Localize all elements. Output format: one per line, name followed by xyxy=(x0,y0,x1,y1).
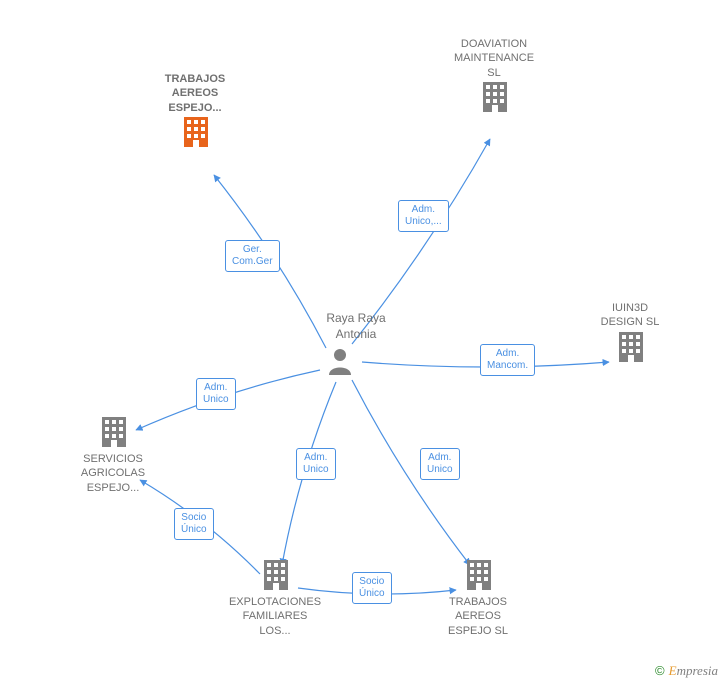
watermark-rest: mpresia xyxy=(677,663,718,678)
node-label: IUIN3D DESIGN SL xyxy=(570,301,690,330)
edge-label: Adm. Unico xyxy=(196,378,236,410)
building-icon xyxy=(100,415,126,447)
building-icon xyxy=(465,558,491,590)
node-trabajos_bottom: TRABAJOS AEREOS ESPEJO SL xyxy=(418,558,538,638)
watermark: © Empresia xyxy=(655,663,718,679)
person-icon xyxy=(327,347,353,380)
edge-label: Adm. Unico xyxy=(420,448,460,480)
node-servicios: SERVICIOS AGRICOLAS ESPEJO... xyxy=(53,415,173,495)
node-label: DOAVIATION MAINTENANCE SL xyxy=(434,37,554,80)
building-icon xyxy=(262,558,288,590)
node-trabajos_top: TRABAJOS AEREOS ESPEJO... xyxy=(135,72,255,152)
node-doaviation: DOAVIATION MAINTENANCE SL xyxy=(434,37,554,117)
edge-label: Ger. Com.Ger xyxy=(225,240,280,272)
copyright-symbol: © xyxy=(655,663,665,678)
node-iuin3d: IUIN3D DESIGN SL xyxy=(570,301,690,367)
node-explotaciones: EXPLOTACIONES FAMILIARES LOS... xyxy=(215,558,335,638)
building-icon xyxy=(481,80,507,112)
center-label: Raya Raya Antonia xyxy=(306,311,406,342)
edge-label: Adm. Unico xyxy=(296,448,336,480)
edge-label: Socio Único xyxy=(174,508,214,540)
building-icon xyxy=(617,330,643,362)
watermark-e: E xyxy=(669,663,677,678)
node-label: TRABAJOS AEREOS ESPEJO... xyxy=(135,72,255,115)
edge-label: Adm. Unico,... xyxy=(398,200,449,232)
node-label: EXPLOTACIONES FAMILIARES LOS... xyxy=(215,595,335,638)
center-person xyxy=(327,347,353,380)
edge-label: Adm. Mancom. xyxy=(480,344,535,376)
building-icon xyxy=(182,115,208,147)
edge-label: Socio Único xyxy=(352,572,392,604)
node-label: SERVICIOS AGRICOLAS ESPEJO... xyxy=(53,452,173,495)
node-label: TRABAJOS AEREOS ESPEJO SL xyxy=(418,595,538,638)
